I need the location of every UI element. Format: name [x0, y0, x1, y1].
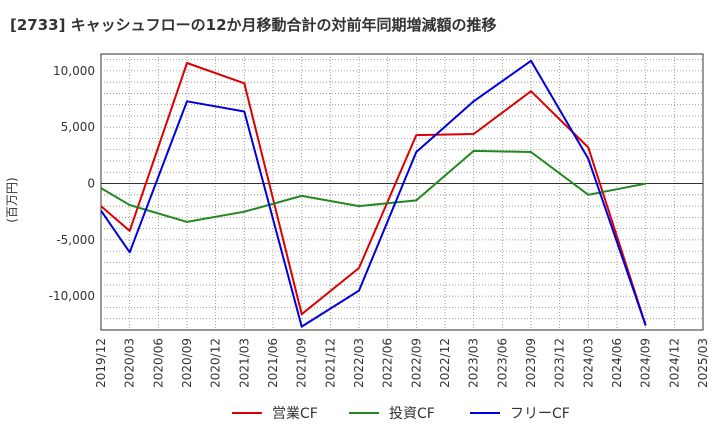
legend-label-2: フリーCF [510, 406, 570, 422]
x-tick-label: 2022/06 [381, 338, 395, 388]
x-tick-label: 2021/09 [295, 338, 309, 388]
x-tick-label: 2021/06 [266, 338, 280, 388]
series-layer [100, 59, 647, 328]
x-tick-label: 2020/09 [180, 338, 194, 388]
y-tick-label: 5,000 [61, 120, 95, 134]
y-tick-label: 0 [87, 177, 95, 191]
x-tick-label: 2024/09 [639, 338, 653, 388]
x-tick-label: 2024/03 [581, 338, 595, 388]
y-axis-label: (百万円) [5, 177, 19, 222]
legend: 営業CF 投資CF フリーCF [232, 406, 570, 422]
x-tick-label: 2021/03 [237, 338, 251, 388]
x-tick-label: 2020/03 [123, 338, 137, 388]
series-line-0 [100, 62, 647, 326]
x-axis-ticks: 2019/12 2020/03 2020/06 2020/09 2020/12 2021/… [94, 338, 710, 388]
x-tick-label: 2019/12 [94, 338, 108, 388]
legend-label-1: 投資CF [389, 406, 435, 422]
x-tick-label: 2024/06 [610, 338, 624, 388]
x-tick-label: 2023/12 [553, 338, 567, 388]
y-tick-label: 10,000 [53, 64, 95, 78]
x-tick-label: 2021/12 [323, 338, 337, 388]
plot-area [100, 53, 704, 331]
y-tick-label: -5,000 [56, 233, 95, 247]
series-line-1 [100, 149, 646, 223]
x-tick-label: 2024/12 [667, 338, 681, 388]
y-axis-ticks: 10,000 5,000 0 -5,000 -10,000 [49, 64, 95, 303]
chart-title: [2733] キャッシュフローの12か月移動合計の対前年同期増減額の推移 [10, 16, 497, 34]
x-tick-label: 2023/09 [524, 338, 538, 388]
x-tick-label: 2025/03 [696, 338, 710, 388]
series-line-2 [100, 59, 647, 328]
x-tick-label: 2020/12 [209, 338, 223, 388]
x-tick-label: 2023/03 [467, 338, 481, 388]
legend-label-0: 営業CF [272, 406, 318, 422]
x-tick-label: 2022/03 [352, 338, 366, 388]
x-tick-label: 2023/06 [495, 338, 509, 388]
y-tick-label: -10,000 [49, 289, 95, 303]
x-tick-label: 2022/12 [438, 338, 452, 388]
plot-frame [100, 53, 704, 331]
x-tick-label: 2020/06 [151, 338, 165, 388]
x-tick-label: 2022/09 [409, 338, 423, 388]
